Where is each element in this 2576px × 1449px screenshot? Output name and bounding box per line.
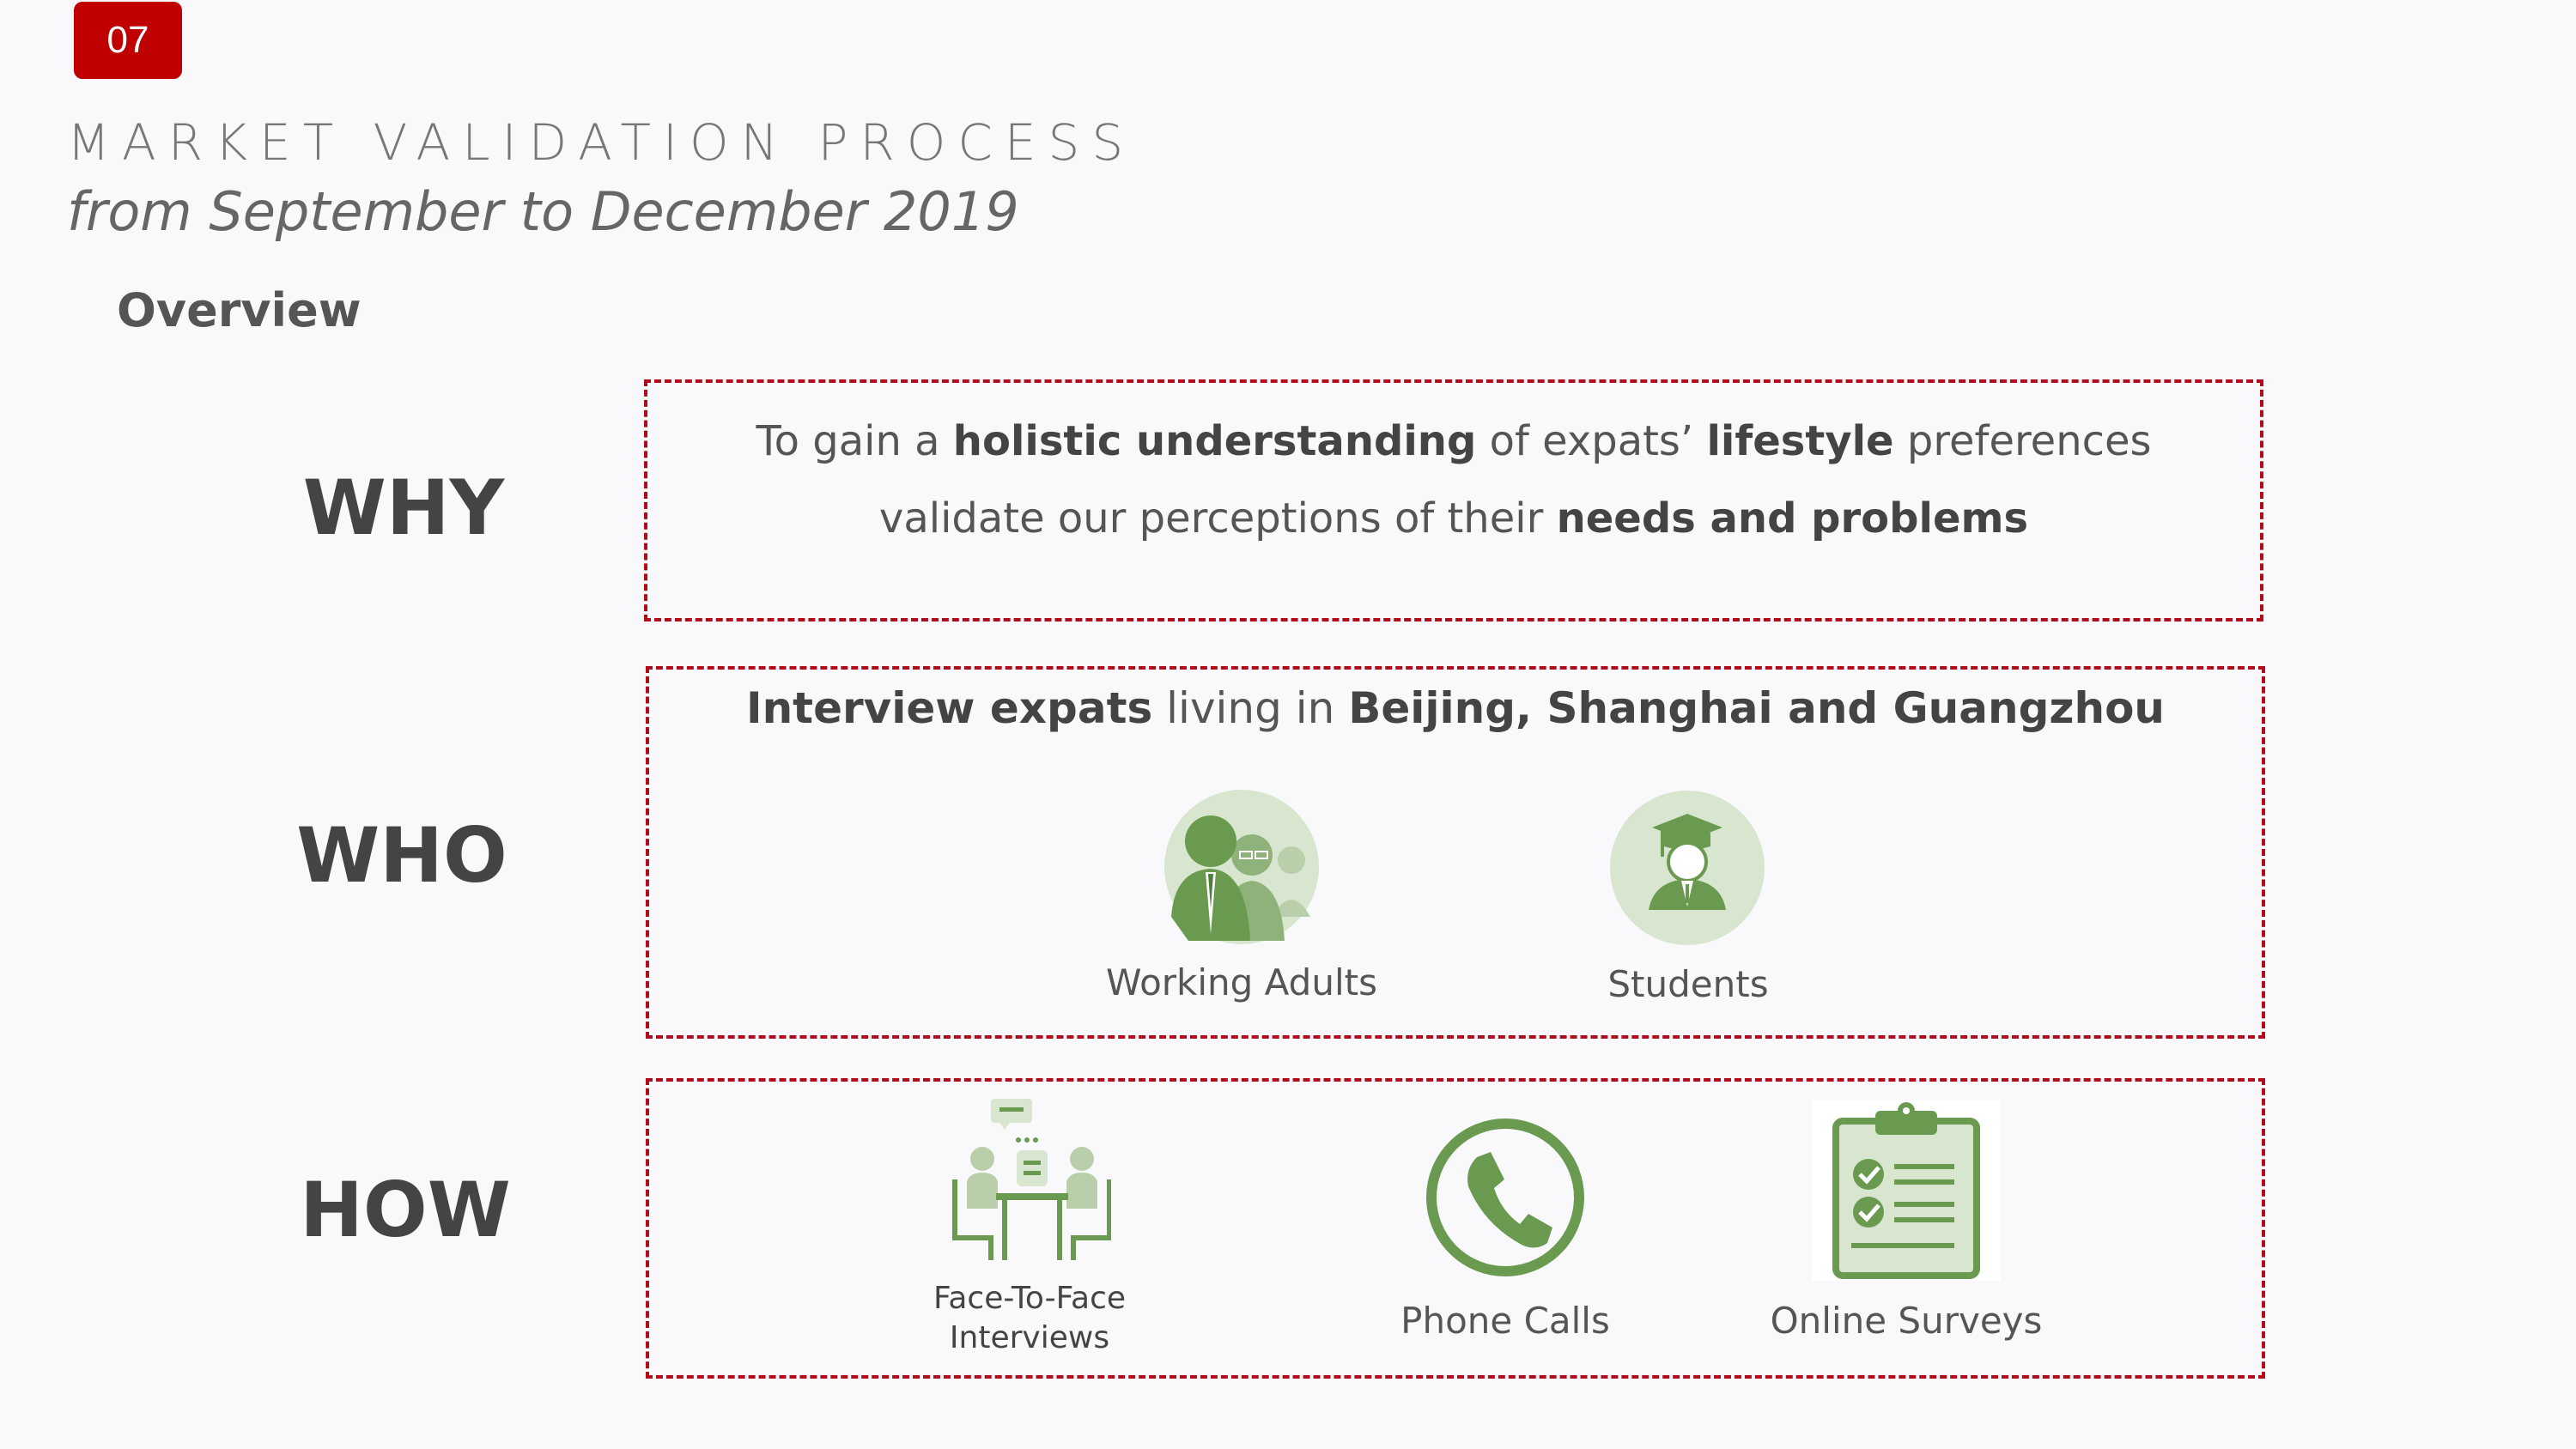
- page-number-badge: 07: [74, 2, 182, 79]
- how-box: Face-To-Face Interviews Phone Calls: [646, 1078, 2265, 1379]
- section-heading: Overview: [117, 283, 361, 337]
- graduate-student-icon: [1609, 790, 1765, 946]
- online-surveys-label: Online Surveys: [1770, 1300, 2043, 1342]
- why-line-2: validate our perceptions of their needs …: [878, 494, 2029, 543]
- why-box: To gain a holistic understanding of expa…: [644, 379, 2263, 621]
- phone-calls-label: Phone Calls: [1400, 1300, 1610, 1342]
- face-to-face-meeting-icon: [948, 1097, 1112, 1264]
- why-label: WHY: [302, 464, 505, 552]
- who-box: Interview expats living in Beijing, Shan…: [646, 666, 2265, 1039]
- working-adults-label: Working Adults: [1106, 961, 1377, 1003]
- who-label: WHO: [296, 811, 507, 900]
- how-label: HOW: [300, 1166, 511, 1254]
- page-title: MARKET VALIDATION PROCESS: [67, 113, 1136, 172]
- why-line-1: To gain a holistic understanding of expa…: [756, 417, 2152, 465]
- students-label: Students: [1607, 963, 1769, 1005]
- who-heading: Interview expats living in Beijing, Shan…: [745, 683, 2166, 733]
- clipboard-checklist-icon: [1812, 1100, 2001, 1281]
- page-subtitle: from September to December 2019: [67, 180, 1019, 243]
- face-to-face-label: Face-To-Face Interviews: [933, 1281, 1127, 1355]
- working-adults-icon: [1163, 788, 1321, 946]
- phone-icon: [1425, 1118, 1585, 1277]
